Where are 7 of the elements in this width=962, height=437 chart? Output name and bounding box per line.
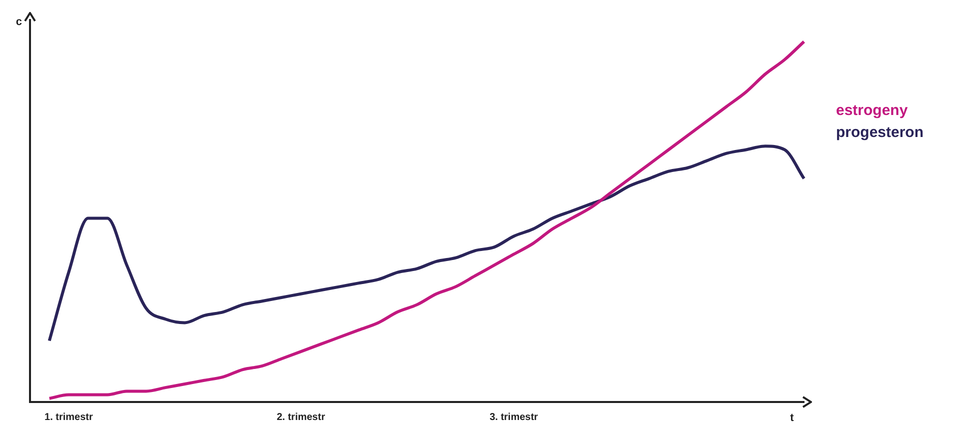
x-axis-title: t	[790, 412, 794, 424]
x-tick-label: 3. trimestr	[490, 412, 538, 423]
y-axis-title: c	[16, 16, 22, 28]
x-tick-label: 2. trimestr	[276, 412, 326, 423]
x-tick-label: 1. trimestr	[44, 412, 93, 423]
text: estrogeny	[836, 101, 909, 121]
text: progesteron	[836, 123, 924, 143]
